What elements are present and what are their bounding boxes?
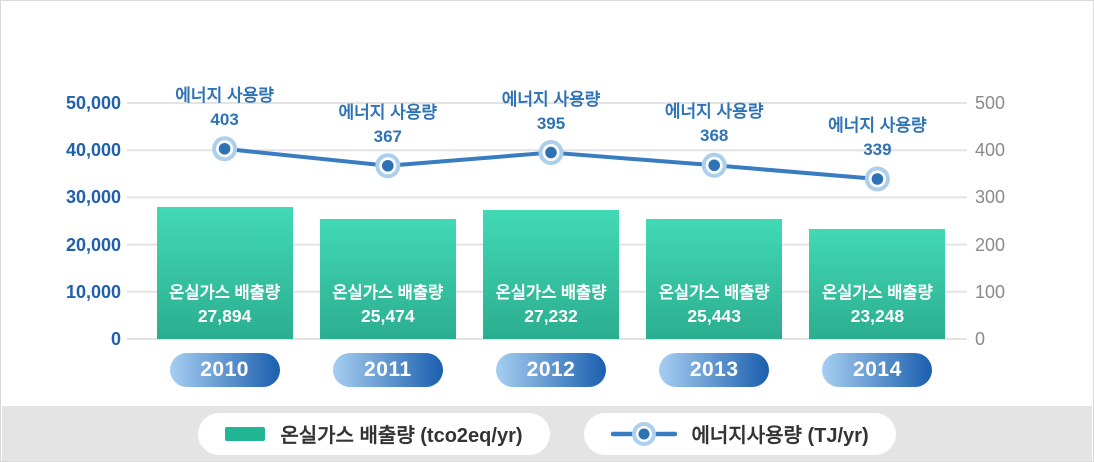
- year-badge-2010[interactable]: 2010: [169, 353, 280, 387]
- emission-bar-2011[interactable]: 온실가스 배출량 25,474: [319, 218, 456, 339]
- emission-bar-label-value: 27,232: [524, 305, 578, 326]
- emission-bar-label-value: 25,443: [687, 305, 741, 326]
- legend-item-energy[interactable]: 에너지사용량 (TJ/yr): [583, 412, 896, 455]
- y-axis-right-tick: 500: [975, 93, 1006, 113]
- y-axis-left-tick: 20,000: [65, 234, 121, 255]
- energy-point-label-value: 368: [700, 126, 729, 146]
- emission-bar-2010[interactable]: 온실가스 배출량 27,894: [156, 207, 293, 339]
- energy-point-label-value: 403: [210, 109, 239, 129]
- y-axis-right-tick: 400: [975, 140, 1006, 161]
- energy-point-label-2013: 에너지 사용량 368: [624, 100, 804, 148]
- emission-bar-label-name: 온실가스 배출량: [332, 283, 444, 302]
- legend-item-emissions[interactable]: 온실가스 배출량 (tco2eq/yr): [198, 412, 550, 455]
- emission-bar-label-name: 온실가스 배출량: [495, 283, 607, 302]
- energy-point-label-2012: 에너지 사용량 395: [461, 88, 641, 136]
- y-axis-right-tick: 0: [975, 329, 986, 349]
- energy-point-label-name: 에너지 사용량: [175, 85, 274, 105]
- legend-label-energy: 에너지사용량 (TJ/yr): [691, 425, 869, 447]
- emission-bar-label: 온실가스 배출량 27,232: [483, 282, 619, 328]
- emission-bar-label-value: 27,894: [197, 305, 252, 326]
- y-axis-right-tick: 100: [975, 281, 1006, 302]
- energy-point-label-name: 에너지 사용량: [501, 89, 601, 109]
- energy-point-label-name: 에너지 사용량: [664, 102, 764, 122]
- emission-bar-swatch-icon: [225, 426, 266, 441]
- year-badge-2014[interactable]: 2014: [822, 353, 933, 387]
- energy-point-label-value: 395: [536, 113, 566, 133]
- energy-line-marker-icon: [610, 420, 677, 448]
- energy-point-label-2014: 에너지 사용량 339: [787, 114, 967, 162]
- energy-point-label-name: 에너지 사용량: [828, 115, 927, 135]
- emission-bar-label-value: 23,248: [850, 305, 905, 326]
- legend-band: 온실가스 배출량 (tco2eq/yr) 에너지사용량 (TJ/yr): [2, 406, 1092, 461]
- year-badge-2013[interactable]: 2013: [659, 353, 770, 387]
- emission-bar-label: 온실가스 배출량 27,894: [157, 282, 293, 328]
- y-axis-right-tick: 200: [975, 234, 1006, 255]
- y-axis-left-tick: 30,000: [65, 187, 121, 208]
- emission-bar-label: 온실가스 배출량 25,474: [320, 282, 456, 328]
- emission-bar-label-name: 온실가스 배출량: [169, 283, 281, 302]
- y-axis-left-tick: 0: [110, 329, 121, 349]
- energy-point-label-value: 339: [863, 139, 892, 159]
- emission-bar-label: 온실가스 배출량 23,248: [809, 282, 945, 328]
- y-axis-right-tick: 300: [975, 187, 1006, 208]
- emission-bar-label-value: 25,474: [361, 305, 415, 326]
- energy-point-label-value: 367: [373, 126, 402, 146]
- emission-bar-2012[interactable]: 온실가스 배출량 27,232: [483, 210, 619, 339]
- y-axis-left-tick: 50,000: [65, 93, 121, 113]
- energy-point-label-name: 에너지 사용량: [338, 102, 438, 122]
- year-badge-2012[interactable]: 2012: [496, 353, 606, 387]
- energy-point-label-2010: 에너지 사용량 403: [135, 84, 315, 132]
- y-axis-left-tick: 40,000: [65, 140, 121, 161]
- emission-bar-label: 온실가스 배출량 25,443: [646, 282, 782, 328]
- energy-point-label-2011: 에너지 사용량 367: [298, 101, 478, 149]
- legend-label-emissions: 온실가스 배출량 (tco2eq/yr): [280, 425, 523, 447]
- emission-bar-2014[interactable]: 온실가스 배출량 23,248: [809, 229, 946, 339]
- emission-bar-label-name: 온실가스 배출량: [658, 283, 770, 302]
- emission-bar-2013[interactable]: 온실가스 배출량 25,443: [646, 218, 783, 339]
- year-badge-2011[interactable]: 2011: [332, 353, 443, 387]
- emission-bar-label-name: 온실가스 배출량: [821, 283, 933, 302]
- y-axis-left-tick: 10,000: [65, 281, 121, 302]
